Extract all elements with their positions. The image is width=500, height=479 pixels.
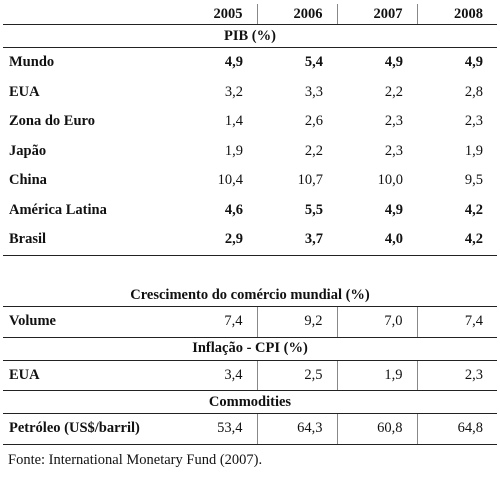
table-row: Japão 1,9 2,2 2,3 1,9	[3, 137, 497, 167]
row-label: Brasil	[3, 225, 179, 256]
cell-value: 4,2	[417, 225, 497, 256]
row-label: Zona do Euro	[9, 113, 95, 130]
section-title-commodities: Commodities	[3, 390, 498, 414]
cell-value: 53,4	[179, 413, 257, 445]
cell-value: 60,8	[336, 413, 417, 445]
section-row: Inflação - CPI (%)	[3, 337, 498, 361]
cell-value: 4,6	[224, 201, 243, 218]
cell-value: 4,0	[337, 225, 417, 256]
cell-value: 64,8	[416, 413, 498, 445]
cell-value: 3,4	[179, 360, 257, 391]
cell-value: 4,2	[464, 201, 483, 218]
cell-value: 2,3	[384, 142, 403, 159]
cell-value: 2,2	[304, 142, 323, 159]
header-empty-cell	[3, 4, 179, 25]
row-label: EUA	[9, 83, 40, 100]
cell-value: 5,5	[304, 201, 323, 218]
section-row: PIB (%)	[3, 24, 497, 48]
cell-value: 2,3	[464, 113, 483, 130]
cell-value: 3,2	[224, 83, 243, 100]
cell-value: 7,0	[336, 306, 417, 338]
cell-value: 1,9	[464, 142, 483, 159]
row-label: Petróleo (US$/barril)	[3, 413, 179, 445]
cell-value: 2,3	[416, 360, 498, 391]
cell-value: 4,9	[464, 54, 483, 71]
year-header: 2006	[256, 4, 337, 25]
cell-value: 10,0	[377, 172, 403, 189]
section-row: Crescimento do comércio mundial (%)	[3, 284, 498, 307]
row-label: EUA	[3, 360, 179, 391]
table-row: Zona do Euro 1,4 2,6 2,3 2,3	[3, 107, 497, 137]
cell-value: 5,4	[304, 54, 323, 71]
pib-table: 2005 2006 2007 2008 PIB (%) Mundo 4,9 5,…	[3, 4, 497, 256]
table-row: EUA 3,4 2,5 1,9 2,3	[3, 360, 498, 391]
indicators-table: Crescimento do comércio mundial (%) Volu…	[3, 284, 498, 445]
cell-value: 9,5	[464, 172, 483, 189]
section-title-pib: PIB (%)	[3, 24, 497, 48]
source-note: Fonte: International Monetary Fund (2007…	[8, 452, 263, 468]
table-row: Brasil 2,9 3,7 4,0 4,2	[3, 225, 497, 256]
cell-value: 1,9	[224, 142, 243, 159]
table-row: Petróleo (US$/barril) 53,4 64,3 60,8 64,…	[3, 413, 498, 445]
table-row: Volume 7,4 9,2 7,0 7,4	[3, 306, 498, 338]
cell-value: 7,4	[416, 306, 498, 338]
section-row: Commodities	[3, 390, 498, 414]
row-label: Japão	[9, 142, 47, 159]
year-header-row: 2005 2006 2007 2008	[3, 4, 497, 25]
cell-value: 2,8	[464, 83, 483, 100]
cell-value: 1,4	[224, 113, 243, 130]
year-header: 2007	[336, 4, 417, 25]
cell-value: 4,9	[224, 54, 243, 71]
row-label: Mundo	[9, 54, 55, 71]
cell-value: 2,5	[256, 360, 337, 391]
cell-value: 2,2	[384, 83, 403, 100]
row-label: Volume	[3, 306, 179, 338]
year-header: 2008	[416, 4, 497, 25]
cell-value: 3,3	[304, 83, 323, 100]
cell-value: 10,4	[217, 172, 243, 189]
cell-value: 2,6	[304, 113, 323, 130]
year-header: 2005	[179, 4, 257, 25]
section-title-inflacao: Inflação - CPI (%)	[3, 337, 498, 361]
table-row: América Latina 4,6 5,5 4,9 4,2	[3, 196, 497, 226]
row-label: América Latina	[9, 201, 107, 218]
cell-value: 4,9	[384, 201, 403, 218]
cell-value: 3,7	[257, 225, 337, 256]
table-row: China 10,4 10,7 10,0 9,5	[3, 166, 497, 196]
row-label: China	[9, 172, 47, 189]
cell-value: 64,3	[256, 413, 337, 445]
cell-value: 2,9	[179, 225, 257, 256]
cell-value: 9,2	[256, 306, 337, 338]
cell-value: 10,7	[297, 172, 323, 189]
cell-value: 4,9	[384, 54, 403, 71]
cell-value: 7,4	[179, 306, 257, 338]
cell-value: 1,9	[336, 360, 417, 391]
section-title-comercio: Crescimento do comércio mundial (%)	[3, 284, 498, 307]
table-row: Mundo 4,9 5,4 4,9 4,9	[3, 48, 497, 78]
table-row: EUA 3,2 3,3 2,2 2,8	[3, 78, 497, 108]
cell-value: 2,3	[384, 113, 403, 130]
